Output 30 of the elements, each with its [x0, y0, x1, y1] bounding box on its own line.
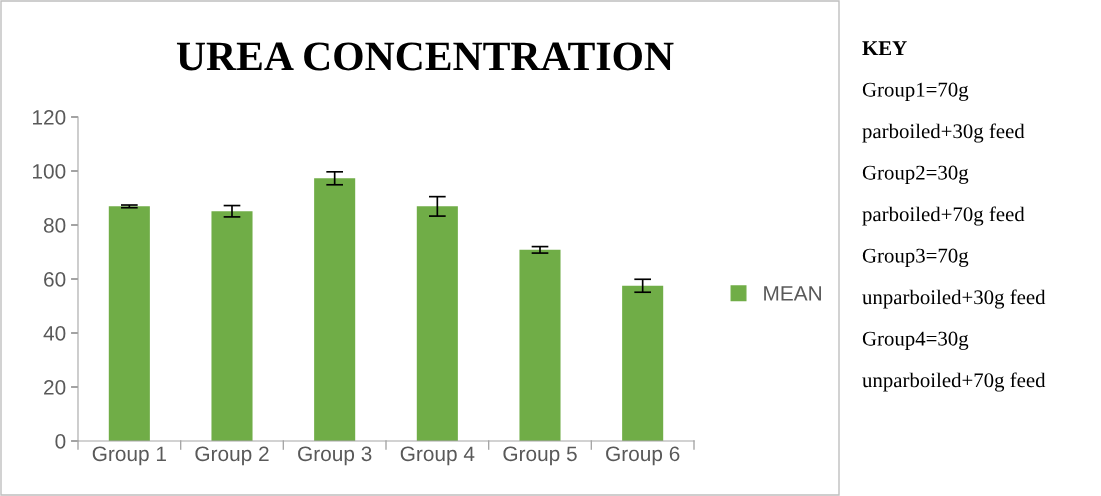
x-tick-label: Group 1 — [92, 446, 166, 466]
bar — [211, 211, 253, 441]
x-tick-label: Group 6 — [606, 446, 680, 466]
bar — [416, 206, 458, 441]
chart-title: UREA CONCENTRATION — [176, 42, 674, 71]
y-tick-label: 120 — [33, 110, 66, 125]
y-tick-label: 40 — [43, 326, 66, 341]
bar — [622, 285, 664, 441]
text: Group4=30g — [862, 331, 969, 350]
y-tick-label: 0 — [55, 434, 66, 449]
text: unparboiled+30g feed — [862, 289, 1046, 309]
text: Group1=70g — [862, 82, 969, 101]
bar — [314, 178, 356, 441]
text: Group2=30g — [862, 165, 969, 184]
x-tick-label: Group 3 — [298, 446, 372, 466]
x-tick-label: Group 4 — [400, 446, 475, 466]
y-tick-label: 60 — [44, 272, 66, 287]
bar — [108, 206, 150, 441]
y-tick-label: 80 — [43, 218, 66, 233]
x-tick-label: Group 5 — [503, 446, 577, 466]
text: parboiled+30g feed — [862, 123, 1025, 143]
y-tick-label: 100 — [33, 164, 66, 179]
y-tick-label: 20 — [44, 380, 66, 395]
text: parboiled+70g feed — [862, 206, 1025, 226]
legend-label: MEAN — [764, 286, 821, 301]
text: Group3=70g — [862, 248, 969, 267]
text: KEY — [862, 41, 907, 56]
x-tick-label: Group 2 — [195, 446, 269, 466]
bar — [519, 249, 561, 441]
text: unparboiled+70g feed — [862, 372, 1046, 392]
